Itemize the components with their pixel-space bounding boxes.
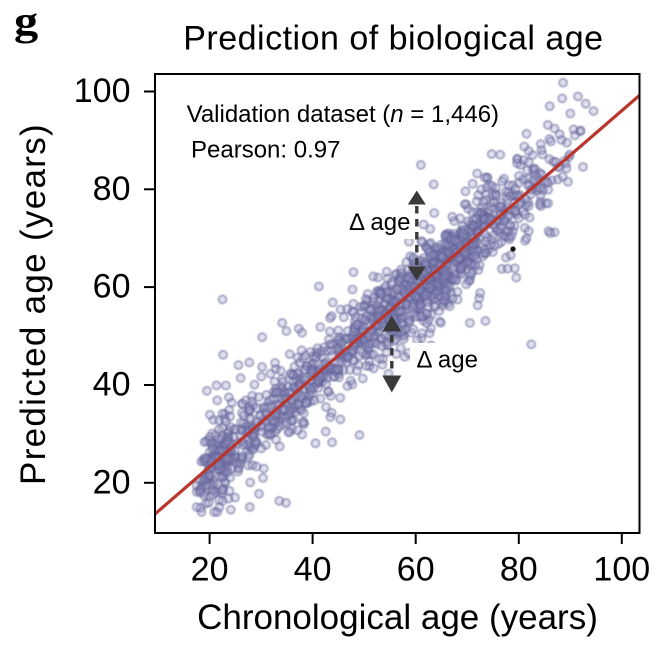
svg-text:100: 100 <box>593 551 650 589</box>
svg-text:20: 20 <box>191 551 229 589</box>
svg-text:40: 40 <box>294 551 332 589</box>
svg-text:100: 100 <box>74 72 131 110</box>
svg-text:Validation dataset (n = 1,446): Validation dataset (n = 1,446) <box>187 101 499 128</box>
svg-text:Chronological age (years): Chronological age (years) <box>197 598 598 637</box>
svg-text:20: 20 <box>93 463 131 501</box>
svg-text:Δ age: Δ age <box>349 209 410 236</box>
svg-text:80: 80 <box>93 170 131 208</box>
svg-text:40: 40 <box>93 366 131 404</box>
svg-text:Predicted age (years): Predicted age (years) <box>14 123 53 485</box>
svg-text:60: 60 <box>93 268 131 306</box>
svg-text:Pearson: 0.97: Pearson: 0.97 <box>191 137 340 164</box>
svg-text:60: 60 <box>397 551 435 589</box>
svg-text:Δ age: Δ age <box>417 347 478 374</box>
svg-text:Prediction of biological age: Prediction of biological age <box>183 20 603 58</box>
svg-text:g: g <box>14 0 38 44</box>
svg-text:80: 80 <box>500 551 538 589</box>
